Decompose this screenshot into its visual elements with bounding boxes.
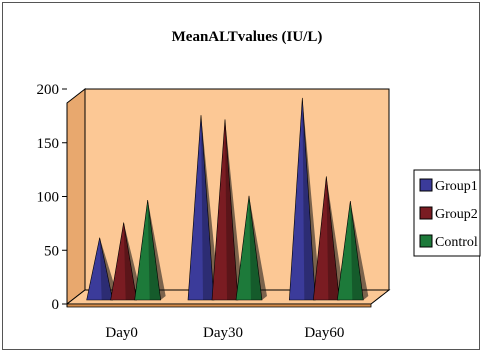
chart-title: MeanALTvalues (IU/L) [172,29,323,45]
y-tick-label: 100 [37,190,60,206]
y-tick-label: 50 [44,243,59,259]
bar-control-day0 [134,199,166,301]
legend-swatch-group1 [419,178,433,192]
legend-label-group1: Group1 [435,179,478,194]
chart-frame: MeanALTvalues (IU/L) 0 50 100 150 200 Day0 Day… [2,2,481,350]
y-tick-label: 0 [52,297,60,313]
legend-swatch-group2 [419,206,433,220]
bar-group2-day30 [211,119,243,301]
bar-control-day60 [336,201,369,301]
y-tick-label: 150 [37,136,60,152]
plot-area: 0 50 100 150 200 Day0 Day30 Day60 [37,82,391,341]
x-tick-label: Day60 [304,325,344,341]
legend-label-control: Control [435,235,478,250]
floor-edge [66,303,372,308]
bar-group2-day60 [313,176,345,301]
x-tick-label: Day0 [105,325,138,341]
bar-group1-day60 [289,97,321,301]
bar-group1-day30 [187,115,219,301]
chart-svg: MeanALTvalues (IU/L) 0 50 100 150 200 Day0 Day… [37,29,481,341]
bar-control-day30 [235,195,267,301]
side-wall [66,87,86,306]
legend-label-group2: Group2 [435,207,478,222]
y-tick-label: 200 [37,82,60,98]
legend-swatch-control [419,234,433,248]
x-tick-label: Day30 [203,325,243,341]
legend: Group1 Group2 Control [413,169,481,257]
